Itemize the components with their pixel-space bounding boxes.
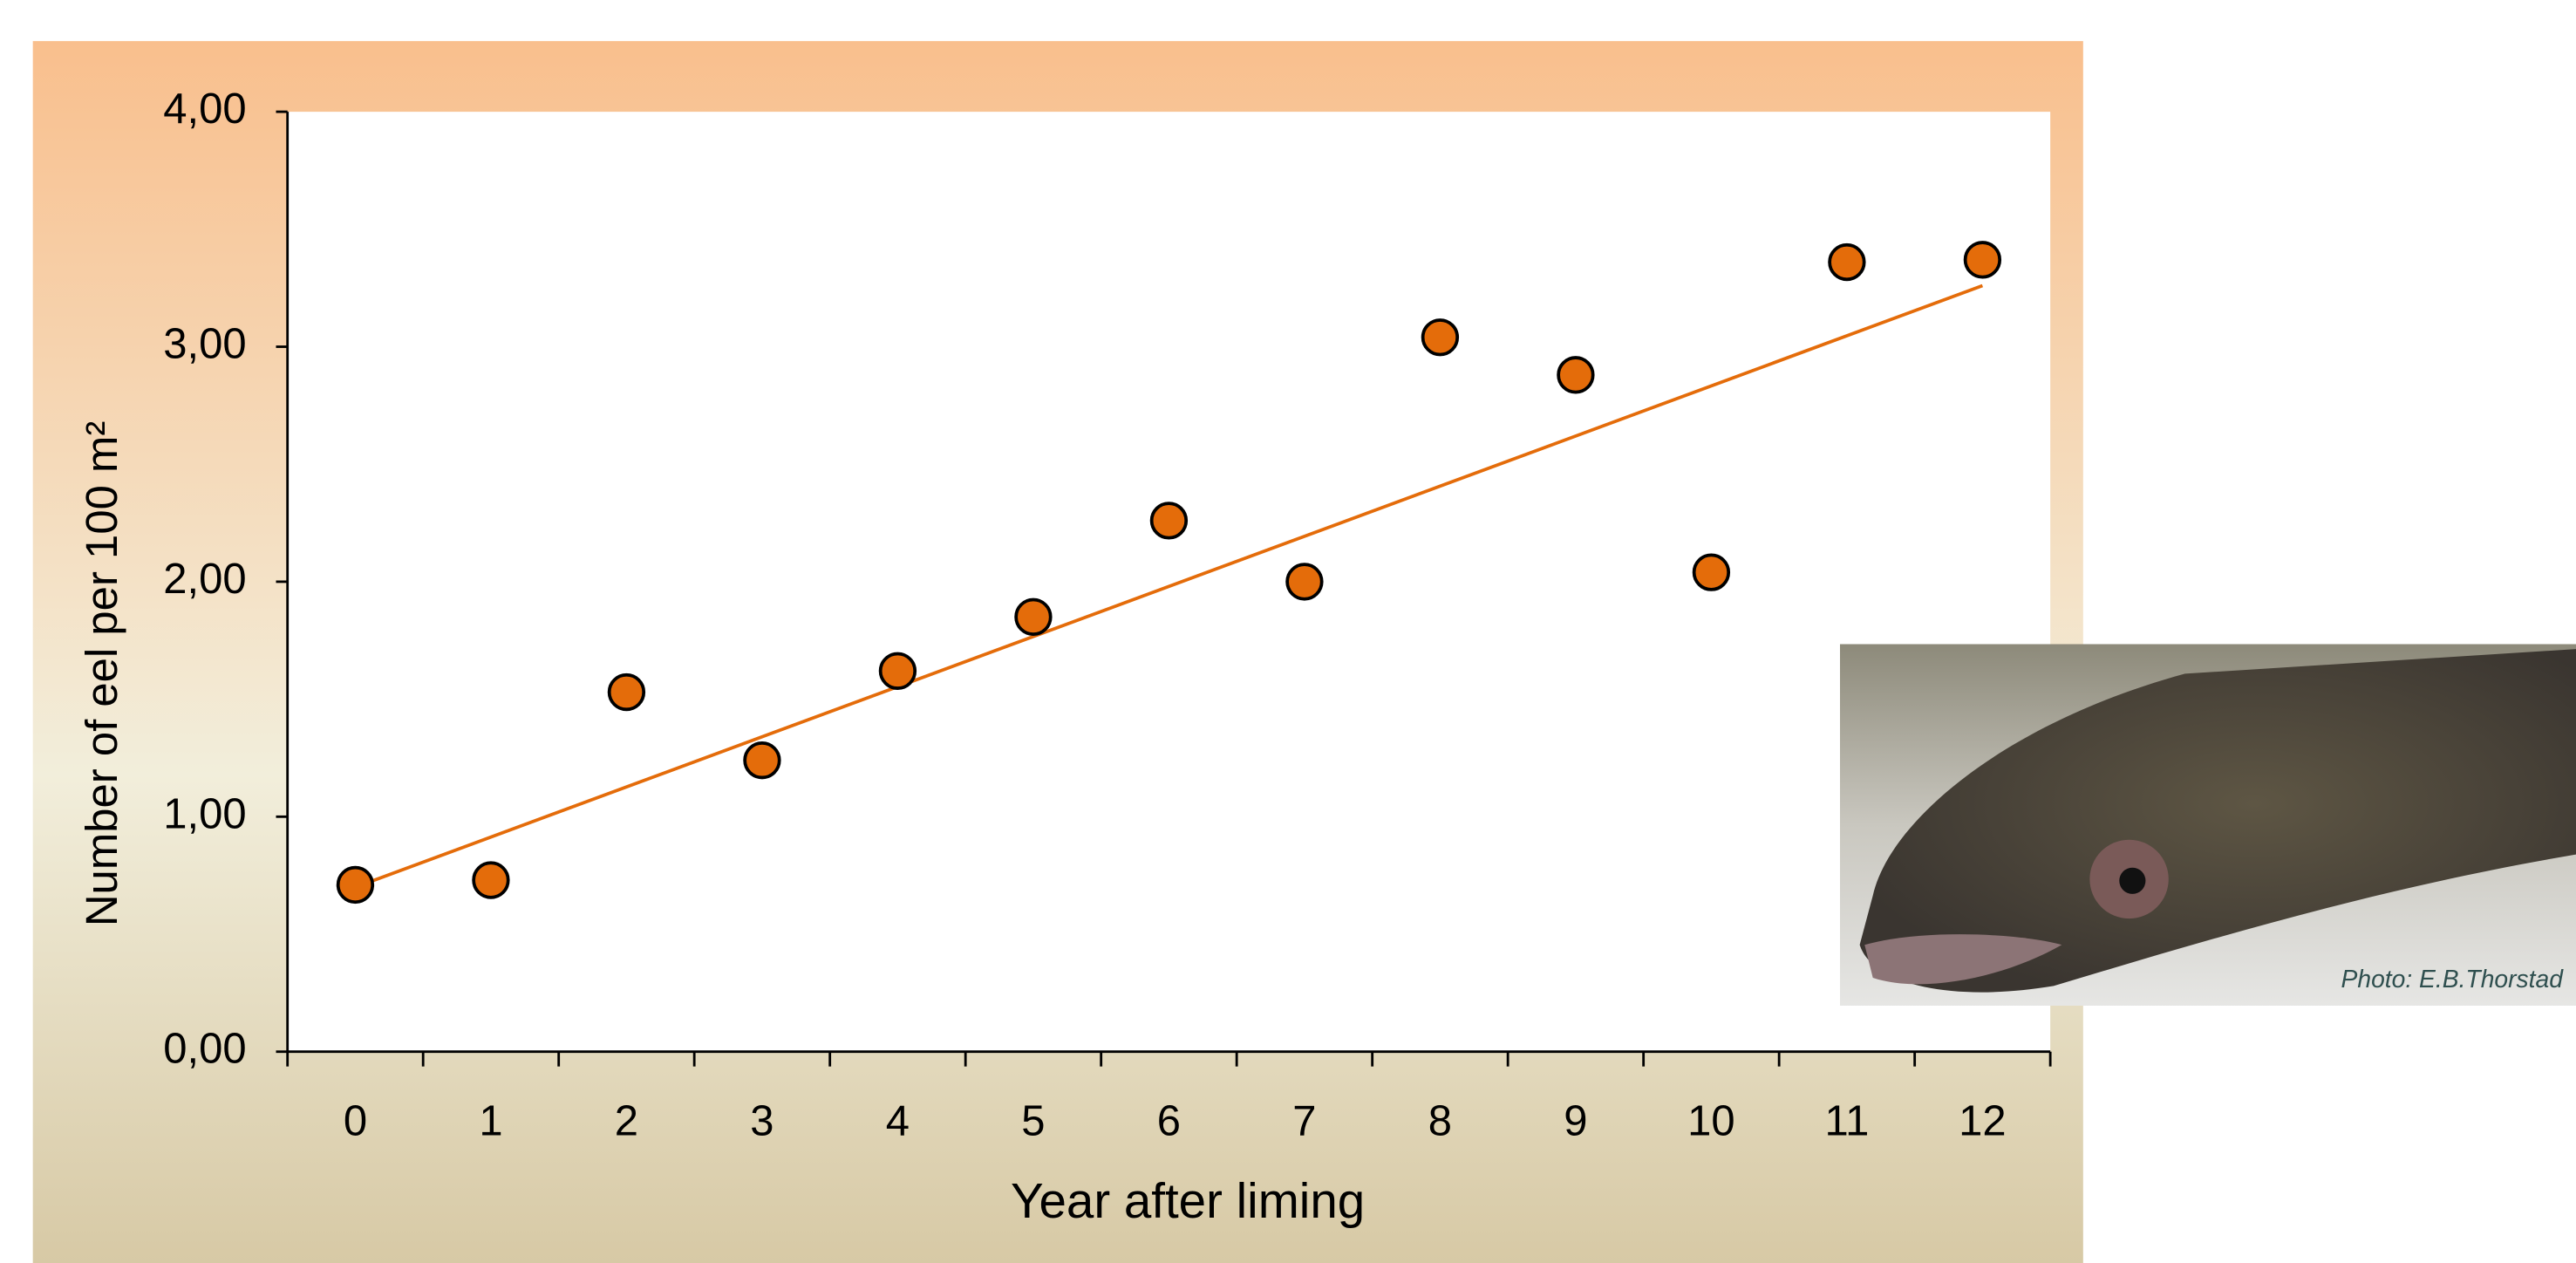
x-tick-label: 11 (1824, 1098, 1869, 1145)
x-tick-label: 8 (1428, 1098, 1452, 1145)
data-point (1694, 555, 1729, 590)
x-tick-label: 3 (750, 1098, 773, 1145)
x-tick-label: 9 (1564, 1098, 1587, 1145)
x-tick-label: 4 (886, 1098, 910, 1145)
data-point (1287, 564, 1322, 599)
y-tick-label: 0,00 (163, 1026, 246, 1073)
data-point (1830, 245, 1864, 280)
y-tick-label: 3,00 (163, 320, 246, 367)
photo-credit: Photo: E.B.Thorstad (2341, 965, 2565, 993)
data-point (1152, 503, 1187, 538)
plot-area (288, 112, 2050, 1052)
page: Year after liming Number of eel per 100 … (0, 0, 2576, 1263)
y-axis-title: Number of eel per 100 m² (77, 421, 126, 927)
x-tick-label: 12 (1959, 1098, 2006, 1145)
data-point (745, 743, 780, 778)
x-tick-label: 7 (1292, 1098, 1316, 1145)
x-tick-label: 0 (344, 1098, 367, 1145)
data-point (474, 863, 508, 898)
data-point (338, 868, 373, 903)
chart: Year after liming Number of eel per 100 … (0, 0, 2576, 1263)
x-tick-label: 5 (1021, 1098, 1045, 1145)
y-tick-label: 4,00 (163, 85, 246, 133)
x-axis-title: Year after liming (1011, 1173, 1365, 1228)
photo: Photo: E.B.Thorstad (1840, 645, 2576, 1006)
data-point (1423, 320, 1458, 355)
eel-pupil (2119, 868, 2145, 894)
x-tick-label: 10 (1687, 1098, 1734, 1145)
y-tick-label: 2,00 (163, 556, 246, 603)
x-tick-label: 1 (479, 1098, 502, 1145)
y-tick-label: 1,00 (163, 790, 246, 837)
x-tick-label: 2 (615, 1098, 638, 1145)
data-point (610, 675, 644, 710)
data-point (881, 654, 916, 689)
x-tick-label: 6 (1157, 1098, 1181, 1145)
data-point (1016, 600, 1051, 635)
data-point (1966, 242, 2000, 277)
data-point (1558, 358, 1593, 393)
